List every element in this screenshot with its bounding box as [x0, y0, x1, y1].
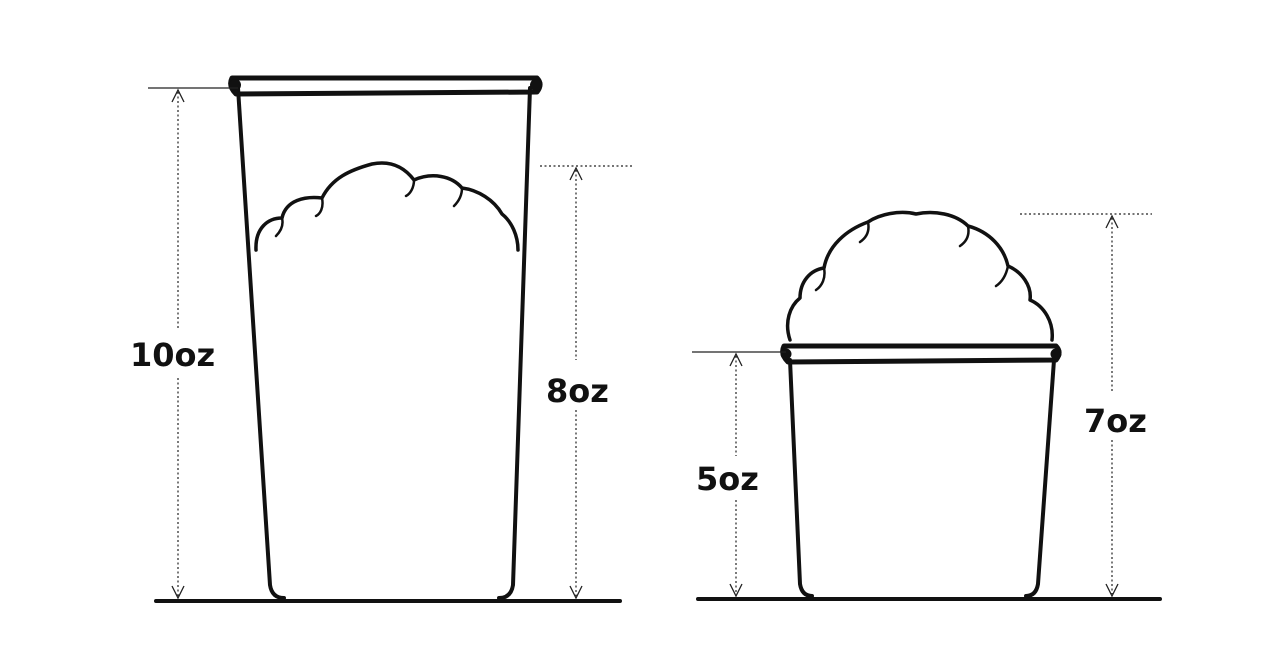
tall-cup-8oz-arrow-down	[569, 585, 583, 600]
tall-cup-8oz-arrow-up	[569, 166, 583, 181]
short-cup-right-wall	[1024, 358, 1056, 598]
tall-cup-popcorn	[254, 161, 520, 252]
tall-cup-rim-left-knob	[229, 79, 241, 91]
tall-cup-left-wall	[236, 86, 286, 600]
short-cup-7oz-arrow-down	[1105, 583, 1119, 598]
tall-cup-10oz-arrow-up	[171, 88, 185, 103]
tall-cup-group: 10oz 8oz	[130, 75, 632, 603]
short-cup-rim	[780, 343, 1062, 365]
short-cup-rim-right-knob	[1050, 348, 1062, 360]
short-cup-group: 5oz 7oz	[692, 210, 1162, 601]
short-cup-7oz-arrow-up	[1105, 214, 1119, 229]
short-cup-popcorn-detail	[814, 220, 1010, 292]
short-cup-rim-left-knob	[780, 348, 792, 360]
short-cup-left-wall	[788, 358, 814, 598]
short-cup-5oz-arrow-up	[729, 352, 743, 367]
short-cup-fill-label: 7oz	[1084, 402, 1147, 440]
short-cup-popcorn	[785, 210, 1054, 342]
short-cup-5oz-arrow-down	[729, 583, 743, 598]
tall-cup-right-wall	[497, 86, 532, 600]
tall-cup-fill-label: 8oz	[546, 372, 609, 410]
short-cup-capacity-label: 5oz	[696, 460, 759, 498]
tall-cup-rim	[228, 75, 543, 97]
tall-cup-rim-right-knob	[530, 79, 542, 91]
tall-cup-10oz-arrow-down	[171, 585, 185, 600]
tall-cup-capacity-label: 10oz	[130, 336, 215, 374]
tall-cup-popcorn-detail	[274, 178, 464, 238]
